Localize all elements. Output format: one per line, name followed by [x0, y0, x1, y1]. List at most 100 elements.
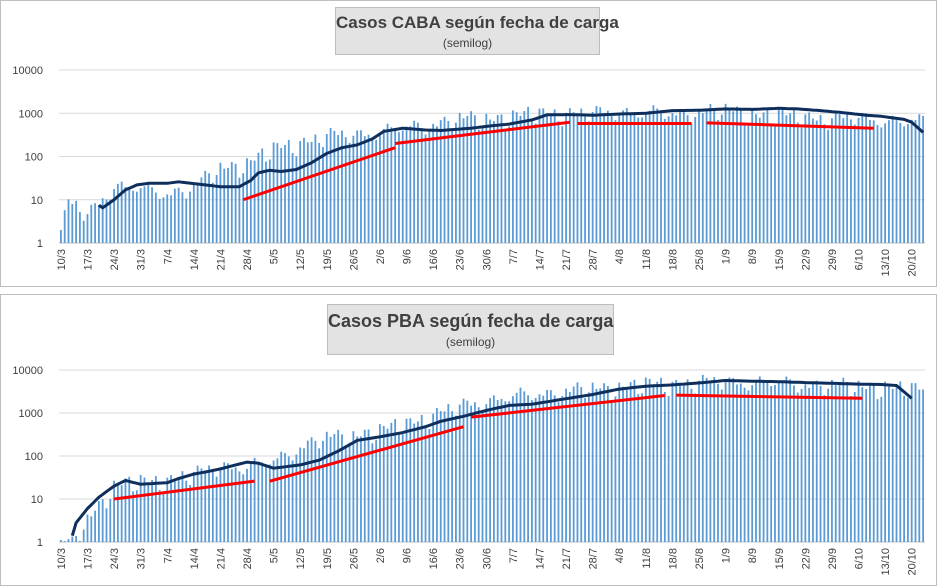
bar: [97, 205, 100, 243]
x-tick-label: 20/10: [907, 249, 919, 277]
bar: [481, 125, 484, 243]
bar: [246, 158, 248, 243]
bar: [751, 385, 754, 542]
bar: [310, 437, 313, 542]
bar: [686, 115, 689, 243]
x-tick-label: 10/3: [56, 249, 68, 270]
bar: [417, 421, 419, 542]
bar: [527, 106, 529, 243]
bar: [401, 434, 404, 542]
bar: [124, 478, 127, 542]
bar: [606, 385, 609, 542]
bar: [876, 399, 879, 542]
bar: [546, 114, 548, 243]
bar: [223, 462, 226, 542]
bar: [701, 113, 704, 243]
bar: [587, 392, 590, 542]
bar: [242, 173, 245, 243]
bar: [774, 124, 776, 243]
bar: [344, 447, 347, 542]
bar: [458, 112, 461, 243]
bar: [356, 130, 359, 243]
bar: [568, 108, 571, 244]
y-tick-label: 1: [37, 238, 43, 250]
bar: [907, 397, 909, 542]
bar: [405, 126, 408, 243]
bar: [872, 120, 875, 243]
x-tick-label: 16/6: [428, 548, 440, 569]
bar: [196, 465, 199, 542]
bar: [610, 115, 613, 243]
bar: [272, 142, 275, 243]
bar: [853, 124, 856, 243]
bar: [663, 391, 666, 542]
bar: [519, 115, 522, 243]
bar: [101, 198, 104, 243]
bar: [584, 115, 586, 243]
bar: [511, 110, 514, 243]
bar: [170, 195, 172, 243]
bar: [211, 182, 214, 243]
bar: [914, 119, 917, 243]
bar: [846, 382, 849, 542]
bar: [113, 189, 115, 243]
bar: [774, 385, 776, 542]
y-tick-label: 1000: [19, 408, 43, 420]
bar: [663, 118, 666, 243]
bar: [739, 383, 742, 542]
bar: [713, 108, 716, 243]
bar: [147, 483, 150, 542]
bar: [242, 474, 245, 542]
bar: [63, 541, 66, 542]
x-tick-label: 6/10: [854, 548, 866, 569]
bar: [888, 384, 890, 542]
bar: [595, 105, 598, 243]
bar: [918, 114, 921, 243]
trend-lines: [113, 393, 863, 501]
bar: [71, 204, 74, 243]
x-tick-label: 18/8: [667, 249, 679, 270]
x-tick-label: 9/6: [402, 548, 414, 563]
bar: [762, 380, 765, 542]
bar: [766, 109, 769, 243]
bar: [253, 457, 256, 542]
y-tick-label: 1: [37, 537, 43, 549]
bar: [94, 510, 96, 542]
bar: [606, 110, 609, 243]
bar: [424, 425, 427, 542]
bar: [280, 148, 283, 243]
bar: [614, 120, 617, 243]
bar: [420, 414, 423, 542]
pba-chart-plot: 1 10 100 1000 10000 10/3 17/3 24/3 31/3 7/4 14/4 21…: [12, 365, 925, 576]
bar: [204, 170, 207, 243]
bar: [303, 448, 305, 542]
x-tick-label: 7/7: [508, 249, 520, 264]
bar: [477, 407, 480, 542]
bar: [895, 384, 898, 542]
bar: [185, 198, 188, 243]
bar: [154, 476, 157, 542]
bar: [834, 112, 837, 243]
bar: [800, 388, 803, 542]
bar: [390, 422, 393, 542]
x-tick-label: 7/4: [162, 548, 174, 563]
bar: [891, 115, 894, 243]
bar: [86, 514, 89, 542]
bar: [599, 107, 602, 243]
bar: [880, 396, 883, 542]
bar: [105, 199, 108, 243]
bar: [591, 111, 594, 244]
bar: [903, 126, 906, 243]
bar: [268, 159, 271, 243]
bar: [720, 389, 723, 542]
bar: [337, 429, 340, 542]
bar: [584, 398, 586, 542]
bar: [652, 105, 655, 243]
x-tick-label: 31/3: [136, 548, 148, 569]
bar: [625, 108, 628, 244]
bar: [808, 112, 811, 244]
trend-line: [242, 146, 396, 202]
bar: [109, 499, 112, 542]
bar: [432, 413, 435, 542]
bar: [686, 379, 689, 542]
